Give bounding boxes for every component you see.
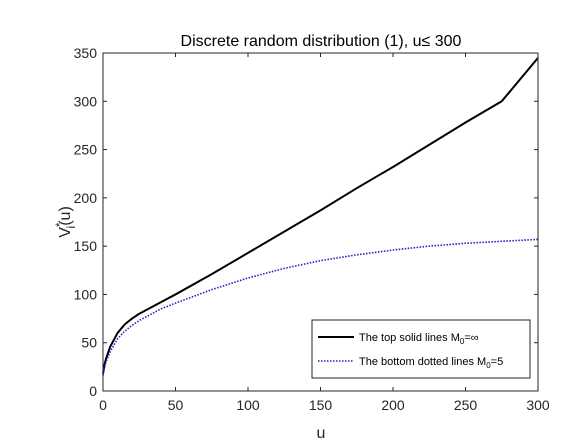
chart-title: Discrete random distribution (1), u≤ 300: [181, 33, 462, 50]
legend-label-top-solid: The top solid lines M0=∞: [359, 332, 479, 346]
legend-label-bottom-dotted-post: =5: [491, 356, 504, 368]
y-axis-label: V*i(u): [53, 206, 78, 238]
y-tick-label: 350: [74, 45, 98, 61]
x-tick-label: 200: [381, 397, 405, 413]
y-axis-label-sup: *: [53, 222, 67, 227]
x-tick-label: 300: [526, 397, 550, 413]
x-tick-label: 250: [454, 397, 478, 413]
x-tick-label: 100: [236, 397, 260, 413]
series-layer: [102, 57, 539, 376]
legend-box: [311, 319, 531, 379]
legend-label-bottom-dotted-sub: 0: [486, 361, 491, 370]
legend-label-bottom-dotted-pre: The bottom dotted lines M: [359, 356, 486, 368]
y-tick-label: 300: [74, 93, 98, 109]
y-axis-label-suffix: (u): [57, 206, 74, 226]
x-axis-label: u: [317, 425, 326, 442]
legend-label-top-solid-pre: The top solid lines M: [359, 332, 460, 344]
y-tick-label: 150: [74, 238, 98, 254]
legend-label-top-solid-post: =∞: [464, 332, 478, 344]
y-axis-label-sub: i: [64, 226, 78, 229]
y-tick-label: 50: [81, 335, 97, 351]
series-line-bottom-dotted: [102, 238, 539, 376]
y-tick-label: 100: [74, 286, 98, 302]
legend-label-top-solid-sub: 0: [460, 337, 465, 346]
series-line-top-solid: [102, 57, 539, 374]
y-axis-label-base: V: [57, 227, 74, 238]
axes-layer: 0 50 100 150 200 250 300 0 50 100 150 200 250 300 350: [74, 45, 550, 413]
y-tick-label: 0: [89, 383, 97, 399]
legend-label-bottom-dotted: The bottom dotted lines M0=5: [359, 356, 503, 370]
x-tick-label: 0: [99, 397, 107, 413]
legend: The top solid lines M0=∞ The bottom dott…: [311, 319, 531, 379]
x-tick-label: 50: [168, 397, 184, 413]
y-tick-label: 200: [74, 190, 98, 206]
x-tick-label: 150: [309, 397, 333, 413]
y-tick-label: 250: [74, 142, 98, 158]
